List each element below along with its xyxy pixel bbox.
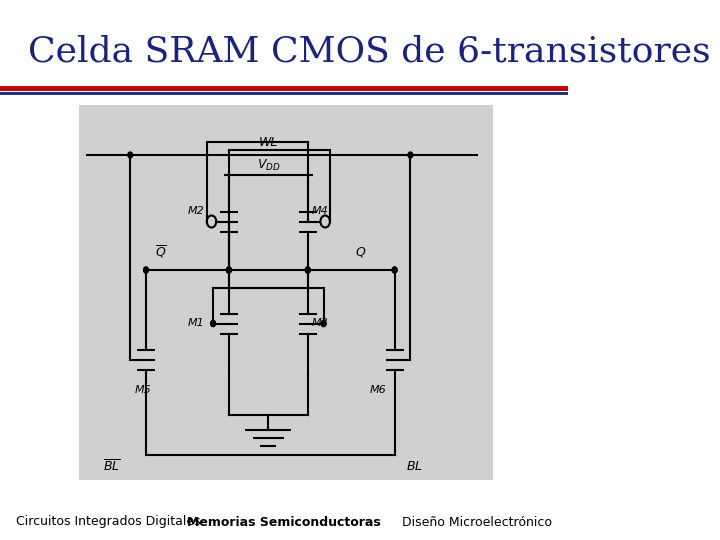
Circle shape: [227, 267, 231, 273]
Text: Celda SRAM CMOS de 6-transistores: Celda SRAM CMOS de 6-transistores: [27, 35, 710, 69]
Text: WL: WL: [258, 137, 278, 150]
Text: M6: M6: [369, 385, 386, 395]
Bar: [79, 105, 493, 480]
Circle shape: [321, 321, 326, 327]
Text: Diseño Microelectrónico: Diseño Microelectrónico: [402, 516, 552, 529]
Text: $Q$: $Q$: [355, 245, 366, 259]
Circle shape: [227, 267, 231, 273]
Text: M5: M5: [135, 385, 152, 395]
Circle shape: [211, 321, 215, 327]
Circle shape: [144, 267, 148, 273]
Text: M4: M4: [312, 206, 328, 217]
Circle shape: [321, 321, 326, 327]
Circle shape: [227, 267, 231, 273]
Text: M1: M1: [188, 319, 204, 328]
Circle shape: [392, 267, 397, 273]
Text: $BL$: $BL$: [407, 461, 423, 474]
Circle shape: [305, 267, 310, 273]
Circle shape: [211, 321, 215, 327]
Text: Circuitos Integrados Digitales: Circuitos Integrados Digitales: [16, 516, 200, 529]
Circle shape: [305, 267, 310, 273]
Circle shape: [144, 267, 148, 273]
Text: M2: M2: [188, 206, 204, 217]
Text: $\overline{BL}$: $\overline{BL}$: [103, 459, 120, 475]
Circle shape: [305, 267, 310, 273]
Text: $\overline{Q}$: $\overline{Q}$: [156, 244, 167, 260]
Circle shape: [128, 152, 132, 158]
Circle shape: [408, 152, 413, 158]
Text: Memorias Semiconductoras: Memorias Semiconductoras: [187, 516, 381, 529]
Text: $V_{DD}$: $V_{DD}$: [256, 158, 280, 173]
Text: M3: M3: [312, 319, 328, 328]
Circle shape: [392, 267, 397, 273]
